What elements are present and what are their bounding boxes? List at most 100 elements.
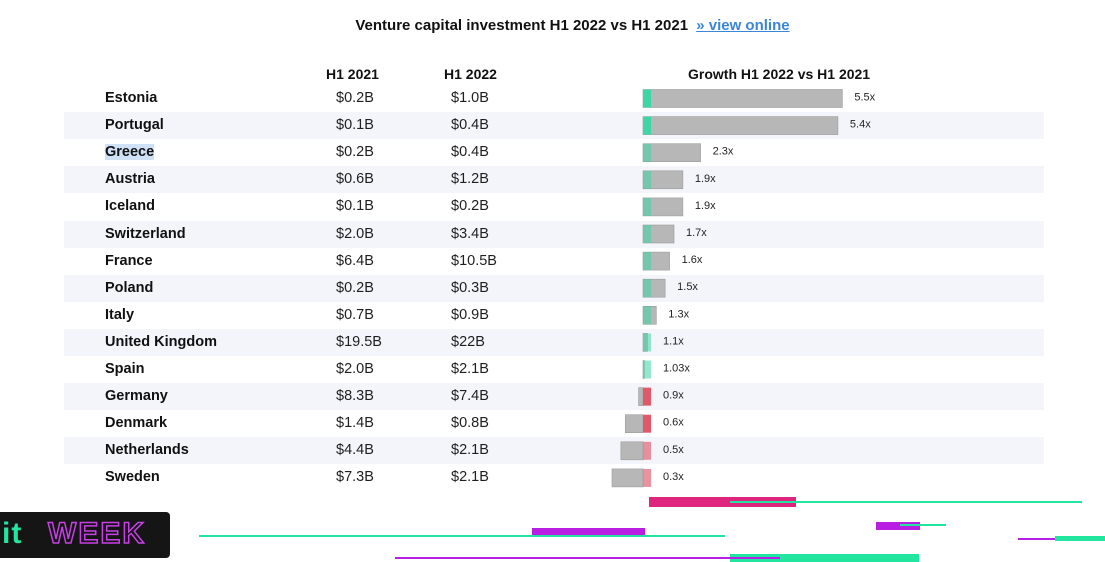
h1-2022-cell: $1.2B [451, 171, 489, 188]
country-cell: United Kingdom [105, 333, 217, 350]
country-cell: Spain [105, 361, 145, 377]
h1-2021-cell: $4.4B [336, 442, 374, 459]
h1-2021-cell: $2.0B [336, 361, 374, 377]
growth-label: 5.4x [850, 119, 871, 131]
growth-label: 1.3x [668, 308, 689, 320]
country-cell: Greece [105, 144, 155, 161]
table-row: Greece $0.2B $0.4B [64, 139, 1044, 166]
growth-marker [643, 252, 651, 271]
growth-label: 0.9x [663, 390, 684, 402]
growth-label: 5.5x [854, 92, 875, 104]
h1-2022-cell: $0.4B [451, 117, 489, 134]
h1-2022-cell: $7.4B [451, 388, 489, 405]
itweek-logo: it WEEK [0, 512, 170, 558]
table-row: Spain $2.0B $2.1B [64, 356, 1044, 383]
h1-2021-cell: $7.3B [336, 469, 374, 486]
table-row: Italy $0.7B $0.9B [64, 302, 1044, 329]
growth-marker [643, 225, 651, 243]
growth-label: 0.3x [663, 471, 684, 483]
country-cell: Portugal [105, 117, 164, 134]
country-cell: Netherlands [105, 442, 189, 459]
growth-label: 0.6x [663, 417, 684, 429]
growth-marker [643, 89, 651, 108]
h1-2021-cell: $1.4B [336, 415, 374, 432]
h1-2022-cell: $1.0B [451, 90, 489, 106]
h1-2021-cell: $0.2B [336, 90, 374, 106]
column-header-h1-2022: H1 2022 [444, 66, 497, 82]
table-row: Portugal $0.1B $0.4B [64, 112, 1044, 140]
h1-2021-cell: $0.1B [336, 198, 374, 215]
h1-2021-cell: $0.2B [336, 144, 374, 161]
growth-marker [643, 468, 651, 487]
growth-marker [643, 333, 651, 352]
growth-label: 1.6x [682, 254, 703, 266]
h1-2022-cell: $0.3B [451, 279, 489, 296]
column-header-h1-2021: H1 2021 [326, 66, 379, 82]
growth-label: 1.5x [677, 281, 698, 293]
country-cell: Denmark [105, 415, 168, 432]
growth-marker [643, 414, 651, 433]
table-row: Switzerland $2.0B $3.4B [64, 220, 1044, 248]
chart-title-text: Venture capital investment H1 2022 vs H1… [355, 17, 689, 34]
country-cell: Austria [105, 171, 155, 188]
logo-it-text: it [2, 517, 23, 550]
growth-marker [643, 197, 651, 216]
logo-week-text: WEEK [47, 516, 146, 551]
table-row: Netherlands $4.4B $2.1B [64, 437, 1044, 465]
h1-2021-cell: $19.5B [336, 333, 382, 350]
h1-2022-cell: $10.5B [451, 252, 497, 269]
growth-marker [643, 170, 651, 189]
growth-bar-chart: 5.5x 5.4x 2.3x 1.9x 1.9x 1.7x 1.6x 1.5x 1.3x 1.1x… [611, 89, 876, 488]
h1-2022-cell: $2.1B [451, 361, 489, 377]
growth-marker [643, 306, 651, 325]
chart-title: Venture capital investment H1 2022 vs H1… [0, 17, 1105, 34]
country-cell: Sweden [105, 469, 160, 486]
country-cell: Iceland [105, 198, 155, 215]
table-row: Iceland $0.1B $0.2B [64, 193, 1044, 220]
country-cell: Estonia [105, 90, 158, 106]
growth-label: 1.03x [663, 363, 690, 375]
table-row: Denmark $1.4B $0.8B [64, 410, 1044, 437]
growth-label: 1.9x [695, 173, 716, 185]
h1-2022-cell: $0.9B [451, 306, 489, 323]
growth-marker [643, 387, 651, 406]
h1-2022-cell: $0.2B [451, 198, 489, 215]
country-cell: Poland [105, 279, 154, 296]
h1-2021-cell: $0.6B [336, 171, 374, 188]
growth-bar [611, 468, 644, 488]
h1-2021-cell: $2.0B [336, 225, 374, 242]
view-online-link[interactable]: » view online [696, 17, 790, 34]
h1-2021-cell: $0.7B [336, 306, 374, 323]
table-row: United Kingdom $19.5B $22B [64, 328, 1044, 356]
growth-marker [643, 441, 651, 460]
country-cell: Switzerland [105, 225, 186, 242]
h1-2022-cell: $2.1B [451, 442, 489, 459]
growth-bar [638, 387, 644, 406]
h1-2021-cell: $0.1B [336, 117, 374, 134]
country-cell: France [105, 252, 153, 269]
table-row: Germany $8.3B $7.4B [64, 383, 1044, 411]
h1-2021-cell: $0.2B [336, 279, 374, 296]
growth-marker [643, 279, 651, 298]
country-cell: Italy [105, 306, 135, 323]
country-cell: Germany [105, 388, 168, 405]
growth-bar [642, 116, 839, 135]
table-row: Austria $0.6B $1.2B [64, 166, 1044, 194]
growth-label: 2.3x [713, 146, 734, 158]
h1-2022-cell: $2.1B [451, 469, 489, 486]
table-row: Estonia $0.2B $1.0B [64, 85, 1044, 112]
h1-2022-cell: $0.4B [451, 144, 489, 161]
table-row: Sweden $7.3B $2.1B [64, 464, 1044, 491]
growth-marker [643, 116, 651, 135]
growth-bar [620, 441, 644, 461]
h1-2021-cell: $8.3B [336, 388, 374, 405]
growth-marker [643, 360, 651, 379]
growth-label: 1.7x [686, 227, 707, 239]
growth-bar [624, 414, 644, 434]
column-header-growth: Growth H1 2022 vs H1 2021 [688, 66, 871, 82]
growth-label: 0.5x [663, 444, 684, 456]
growth-marker [643, 143, 651, 162]
h1-2022-cell: $3.4B [451, 225, 489, 242]
growth-label: 1.1x [663, 335, 684, 347]
growth-bar [642, 89, 843, 108]
